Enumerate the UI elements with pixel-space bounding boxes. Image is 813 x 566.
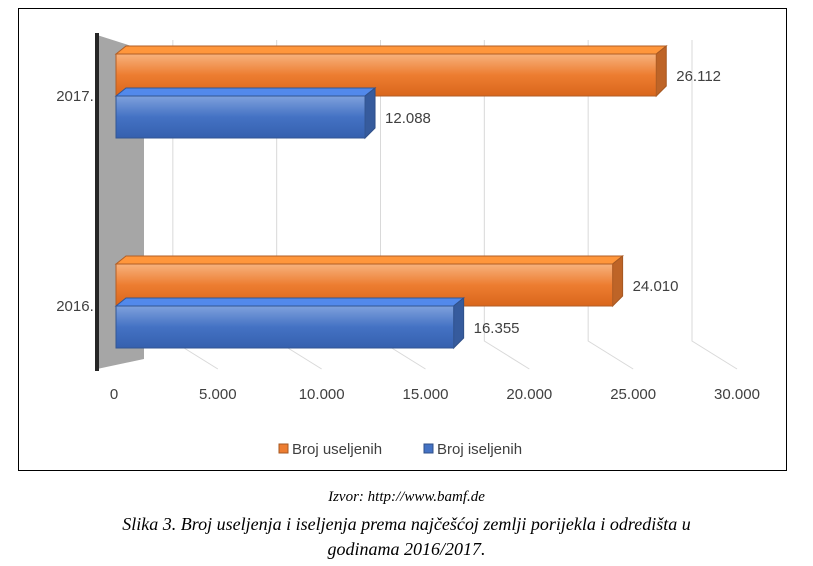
gridline: [691, 40, 738, 370]
y-category-label: 2017.: [56, 88, 94, 105]
series-iseljenih-bar-top: [114, 297, 466, 307]
series-useljenih-bar-top: [114, 45, 668, 55]
x-tick-label: 15.000: [403, 386, 449, 403]
legend-swatch-useljenih: [278, 443, 289, 454]
series-useljenih-bar-top: [114, 255, 625, 265]
series-iseljenih-bar: [115, 95, 366, 139]
legend-label: Broj iseljenih: [437, 441, 522, 458]
bar-chart: 0 5.000 10.000 15.000 20.000 25.000 30.000 2017…: [56, 33, 760, 458]
chart-frame: 0 5.000 10.000 15.000 20.000 25.000 30.000 2017…: [18, 8, 787, 471]
series-iseljenih-bar-side: [453, 296, 465, 350]
series-iseljenih-bar-top: [114, 87, 377, 97]
data-label: 24.010: [633, 278, 679, 295]
data-label: 12.088: [385, 110, 431, 127]
figure-caption-line-2: godinama 2016/2017.: [327, 539, 486, 559]
legend-label: Broj useljenih: [292, 441, 382, 458]
x-tick-label: 10.000: [299, 386, 345, 403]
series-iseljenih-bar-side: [364, 86, 376, 140]
y-category-label: 2016.: [56, 298, 94, 315]
data-label: 16.355: [474, 320, 520, 337]
x-tick-label: 5.000: [199, 386, 237, 403]
data-label: 26.112: [676, 68, 721, 85]
x-tick-label: 0: [110, 386, 118, 403]
gridline: [483, 40, 530, 370]
series-useljenih-bar-side: [655, 44, 667, 98]
legend-swatch-iseljenih: [423, 443, 434, 454]
x-tick-label: 25.000: [610, 386, 656, 403]
figure-caption-line-1: Slika 3. Broj useljenja i iseljenja prem…: [122, 514, 691, 534]
series-useljenih-bar-side: [612, 254, 624, 308]
gridline: [587, 40, 634, 370]
x-tick-label: 30.000: [714, 386, 760, 403]
series-iseljenih-bar: [115, 305, 455, 349]
x-tick-label: 20.000: [506, 386, 552, 403]
figure-source: Izvor: http://www.bamf.de: [328, 489, 485, 505]
